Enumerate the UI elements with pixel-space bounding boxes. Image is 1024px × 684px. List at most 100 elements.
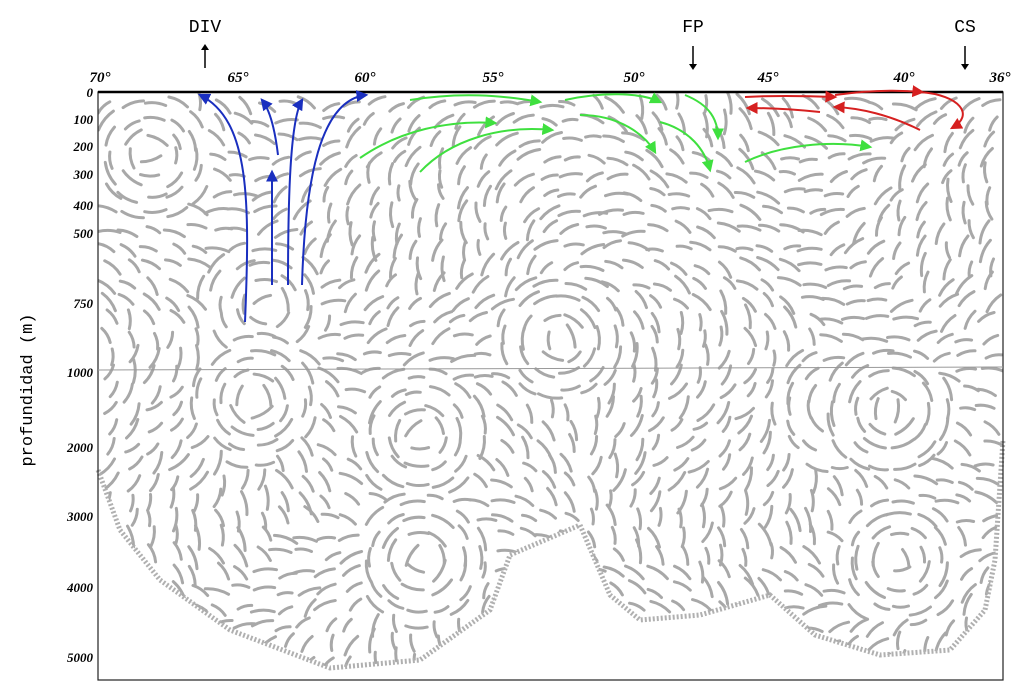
flow-dash	[748, 384, 755, 396]
flow-dash	[475, 375, 492, 377]
flow-dash	[101, 493, 110, 514]
flow-dash	[604, 655, 622, 663]
flow-dash	[737, 281, 757, 289]
flow-dash	[230, 444, 244, 450]
flow-dash	[858, 418, 865, 431]
flow-dash	[544, 221, 557, 232]
flow-dash	[189, 662, 211, 664]
flow-dash	[318, 445, 335, 455]
flow-dash	[419, 219, 421, 237]
flow-dash	[276, 419, 292, 436]
flow-dash	[563, 552, 586, 555]
flow-dash	[831, 172, 846, 182]
flow-dash	[274, 337, 288, 343]
flow-dash	[833, 441, 846, 458]
flow-dash	[254, 374, 273, 381]
flow-dash	[434, 560, 446, 581]
flow-dash	[654, 284, 670, 290]
flow-dash	[527, 221, 534, 240]
flow-dash	[145, 103, 165, 106]
flow-dash	[694, 623, 710, 629]
flow-dash	[677, 246, 691, 249]
flow-dash	[721, 385, 735, 398]
flow-dash	[671, 150, 684, 163]
flow-dash	[804, 284, 826, 287]
flow-dash	[872, 500, 888, 506]
flow-dash	[324, 141, 339, 146]
flow-dash	[274, 187, 286, 202]
flow-dash	[188, 424, 197, 438]
flow-dash	[723, 417, 730, 431]
flow-dash	[433, 240, 442, 260]
flow-dash	[276, 627, 290, 631]
flow-dash	[483, 657, 490, 672]
top-marker: CS	[954, 18, 976, 38]
flow-dash	[875, 399, 878, 419]
flow-dash	[520, 384, 535, 394]
flow-dash	[189, 132, 195, 151]
flow-dash	[700, 315, 701, 330]
flow-dash	[969, 221, 973, 238]
flow-dash	[719, 351, 729, 368]
flow-dash	[924, 272, 928, 292]
flow-dash	[647, 150, 662, 166]
flow-dash	[537, 635, 554, 647]
flow-dash	[561, 225, 578, 234]
flow-dash	[478, 519, 496, 521]
flow-dash	[306, 291, 309, 310]
flow-dash	[459, 619, 463, 638]
flow-dash	[98, 244, 114, 252]
flow-dash	[785, 307, 796, 327]
flow-dash	[387, 336, 405, 343]
flow-dash	[168, 173, 182, 187]
flow-dash	[371, 582, 381, 597]
flow-dash	[525, 623, 537, 638]
flow-dash	[741, 205, 760, 219]
flow-dash	[478, 456, 494, 470]
x-label: 60°	[355, 70, 376, 86]
flow-dash	[102, 328, 110, 342]
flow-dash	[352, 236, 360, 254]
flow-dash	[785, 572, 797, 580]
flow-dash	[483, 563, 485, 577]
flow-dash	[396, 648, 400, 670]
flow-dash	[727, 91, 731, 114]
flow-dash	[170, 628, 186, 632]
flow-dash	[324, 358, 343, 361]
flow-dash	[484, 186, 490, 205]
arrow	[288, 100, 302, 285]
y-label: 100	[74, 112, 94, 127]
flow-dash	[762, 658, 779, 663]
flow-dash	[494, 596, 507, 616]
flow-dash	[144, 641, 158, 653]
flow-dash	[265, 486, 268, 509]
flow-dash	[651, 171, 668, 187]
flow-dash	[242, 492, 247, 515]
flow-dash	[539, 394, 562, 398]
flow-dash	[987, 295, 1001, 312]
flow-dash	[963, 99, 980, 111]
flow-dash	[588, 659, 604, 669]
flow-dash	[383, 369, 404, 378]
flow-dash	[615, 454, 617, 477]
flow-dash	[892, 439, 914, 448]
flow-dash	[416, 274, 418, 294]
arrow	[745, 96, 835, 97]
flow-dash	[934, 115, 945, 124]
flow-dash	[869, 102, 882, 109]
flow-dash	[455, 438, 460, 455]
flow-dash	[702, 184, 713, 196]
flow-dash	[968, 186, 973, 204]
flow-dash	[983, 100, 1000, 106]
flow-dash	[910, 607, 930, 615]
flow-dash	[461, 560, 466, 580]
flow-dash	[935, 528, 945, 545]
flow-dash	[586, 136, 601, 137]
flow-dash	[959, 482, 972, 489]
flow-dash	[893, 368, 914, 376]
flow-dash	[370, 312, 380, 324]
flow-dash	[659, 129, 666, 145]
flow-dash	[651, 189, 664, 195]
flow-dash	[809, 386, 816, 402]
flow-dash	[278, 456, 284, 470]
